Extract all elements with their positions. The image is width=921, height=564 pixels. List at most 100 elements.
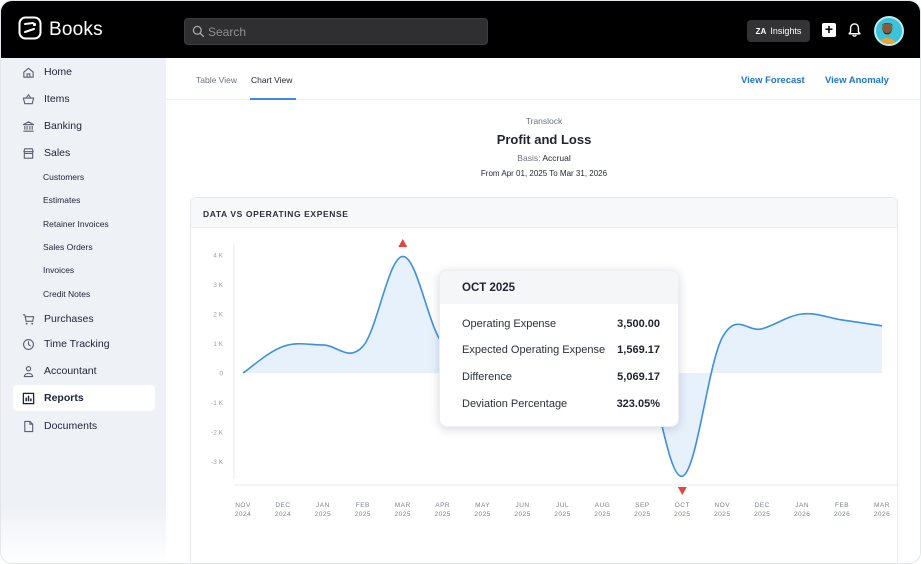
x-tick-label: AUG bbox=[595, 502, 611, 509]
report-title: Profit and Loss bbox=[496, 132, 592, 147]
y-tick-label: -3 K bbox=[211, 459, 224, 466]
chart-card-title: DATA VS OPERATING EXPENSE bbox=[203, 209, 349, 219]
sidebar-item-label: Sales bbox=[44, 147, 71, 159]
x-tick-label: JUN bbox=[515, 502, 529, 509]
y-tick-label: -2 K bbox=[211, 430, 224, 437]
x-tick-label: JAN bbox=[316, 502, 330, 509]
sidebar-item-time-tracking[interactable]: Time Tracking bbox=[13, 331, 155, 357]
brand[interactable]: Books bbox=[18, 16, 103, 43]
x-tick-label: OCT bbox=[675, 502, 690, 509]
search-box[interactable] bbox=[184, 18, 488, 45]
tooltip-row-value: 1,569.17 bbox=[617, 344, 660, 356]
y-tick-label: 0 bbox=[219, 371, 223, 378]
main-content: Table View Chart View View Forecast View… bbox=[166, 58, 920, 563]
sidebar-item-label: Items bbox=[44, 93, 70, 105]
tooltip-row-value: 3,500.00 bbox=[617, 318, 660, 330]
sidebar: Home Items Banking Sales Customers Estim… bbox=[1, 58, 166, 563]
x-tick-year-label: 2025 bbox=[674, 511, 690, 518]
search-input[interactable] bbox=[208, 20, 478, 43]
tooltip-title: OCT 2025 bbox=[462, 282, 516, 294]
sidebar-item-label: Purchases bbox=[44, 313, 94, 325]
view-forecast-link[interactable]: View Forecast bbox=[741, 75, 805, 86]
tooltip-row-label: Expected Operating Expense bbox=[462, 344, 606, 356]
sidebar-item-label: Banking bbox=[44, 120, 82, 132]
sidebar-item-banking[interactable]: Banking bbox=[13, 113, 155, 139]
x-tick-label: MAR bbox=[874, 502, 890, 509]
x-tick-year-label: 2025 bbox=[634, 511, 650, 518]
search-icon bbox=[192, 25, 205, 38]
x-tick-year-label: 2025 bbox=[594, 511, 610, 518]
sidebar-item-label: Time Tracking bbox=[44, 338, 110, 350]
active-tab-indicator bbox=[250, 98, 296, 100]
x-tick-label: JUL bbox=[556, 502, 569, 509]
x-tick-label: APR bbox=[435, 502, 450, 509]
sidebar-item-purchases[interactable]: Purchases bbox=[13, 306, 155, 332]
organization-name: Translock bbox=[525, 116, 563, 126]
x-tick-label: NOV bbox=[714, 502, 730, 509]
y-tick-label: -1 K bbox=[211, 400, 224, 407]
sidebar-item-sales[interactable]: Sales bbox=[13, 140, 155, 166]
chart-tooltip: OCT 2025 Operating Expense 3,500.00 Expe… bbox=[439, 270, 679, 427]
report-date-range: From Apr 01, 2025 To Mar 31, 2026 bbox=[480, 169, 608, 178]
x-tick-year-label: 2025 bbox=[355, 511, 371, 518]
sidebar-item-items[interactable]: Items bbox=[13, 86, 155, 112]
x-tick-year-label: 2026 bbox=[794, 511, 810, 518]
document-icon bbox=[21, 419, 35, 433]
sidebar-subitem-credit-notes[interactable]: Credit Notes bbox=[43, 289, 91, 299]
tooltip-row-value: 5,069.17 bbox=[617, 371, 660, 383]
reports-icon bbox=[21, 391, 35, 405]
x-tick-year-label: 2025 bbox=[754, 511, 770, 518]
x-tick-label: NOV bbox=[235, 502, 251, 509]
sidebar-subitem-estimates[interactable]: Estimates bbox=[43, 195, 81, 205]
y-tick-label: 3 K bbox=[213, 282, 223, 289]
sidebar-subitem-retainer-invoices[interactable]: Retainer Invoices bbox=[43, 219, 109, 229]
view-anomaly-link[interactable]: View Anomaly bbox=[825, 75, 889, 86]
tooltip-row-label: Operating Expense bbox=[462, 318, 557, 330]
sidebar-item-label: Home bbox=[44, 66, 73, 78]
x-tick-label: DEC bbox=[755, 502, 770, 509]
sidebar-subitem-sales-orders[interactable]: Sales Orders bbox=[43, 242, 93, 252]
x-tick-year-label: 2025 bbox=[395, 511, 411, 518]
tab-chart-view[interactable]: Chart View bbox=[251, 75, 293, 85]
store-icon bbox=[21, 146, 35, 160]
x-tick-year-label: 2026 bbox=[874, 511, 890, 518]
tooltip-row-value: 323.05% bbox=[616, 398, 660, 410]
x-tick-year-label: 2024 bbox=[275, 511, 291, 518]
sidebar-item-reports[interactable]: Reports bbox=[13, 385, 155, 411]
clock-icon bbox=[21, 337, 35, 351]
x-tick-year-label: 2025 bbox=[474, 511, 490, 518]
chart-card-header: DATA VS OPERATING EXPENSE bbox=[191, 198, 897, 228]
sidebar-item-label: Accountant bbox=[44, 365, 97, 377]
sidebar-item-home[interactable]: Home bbox=[13, 59, 155, 85]
basis-value: Accrual bbox=[542, 153, 571, 163]
tab-table-view[interactable]: Table View bbox=[196, 75, 237, 85]
tooltip-row: Deviation Percentage 323.05% bbox=[462, 398, 660, 410]
basket-icon bbox=[21, 92, 35, 106]
y-tick-label: 4 K bbox=[213, 253, 223, 260]
sidebar-item-accountant[interactable]: Accountant bbox=[13, 358, 155, 384]
x-tick-label: MAR bbox=[395, 502, 411, 509]
report-basis: Basis: Accrual bbox=[166, 153, 920, 163]
bank-icon bbox=[21, 119, 35, 133]
app-name: Books bbox=[49, 19, 103, 40]
insights-icon: ZA bbox=[755, 26, 767, 36]
x-tick-year-label: 2025 bbox=[434, 511, 450, 518]
sidebar-item-documents[interactable]: Documents bbox=[13, 413, 155, 439]
sidebar-subitem-invoices[interactable]: Invoices bbox=[43, 265, 75, 275]
x-tick-label: FEB bbox=[356, 502, 370, 509]
anomaly-up-marker bbox=[398, 239, 408, 247]
tooltip-row: Difference 5,069.17 bbox=[462, 371, 660, 383]
x-tick-year-label: 2025 bbox=[514, 511, 530, 518]
insights-button[interactable]: ZA Insights bbox=[747, 20, 810, 42]
accountant-icon bbox=[21, 364, 35, 378]
notifications-bell-icon[interactable] bbox=[847, 22, 862, 38]
sidebar-item-label: Reports bbox=[44, 392, 84, 404]
x-tick-year-label: 2025 bbox=[315, 511, 331, 518]
home-icon bbox=[21, 65, 35, 79]
x-tick-label: DEC bbox=[275, 502, 290, 509]
x-tick-label: JAN bbox=[795, 502, 809, 509]
sidebar-subitem-customers[interactable]: Customers bbox=[43, 172, 85, 182]
user-avatar[interactable] bbox=[874, 16, 904, 46]
add-new-icon[interactable]: + bbox=[822, 22, 836, 37]
